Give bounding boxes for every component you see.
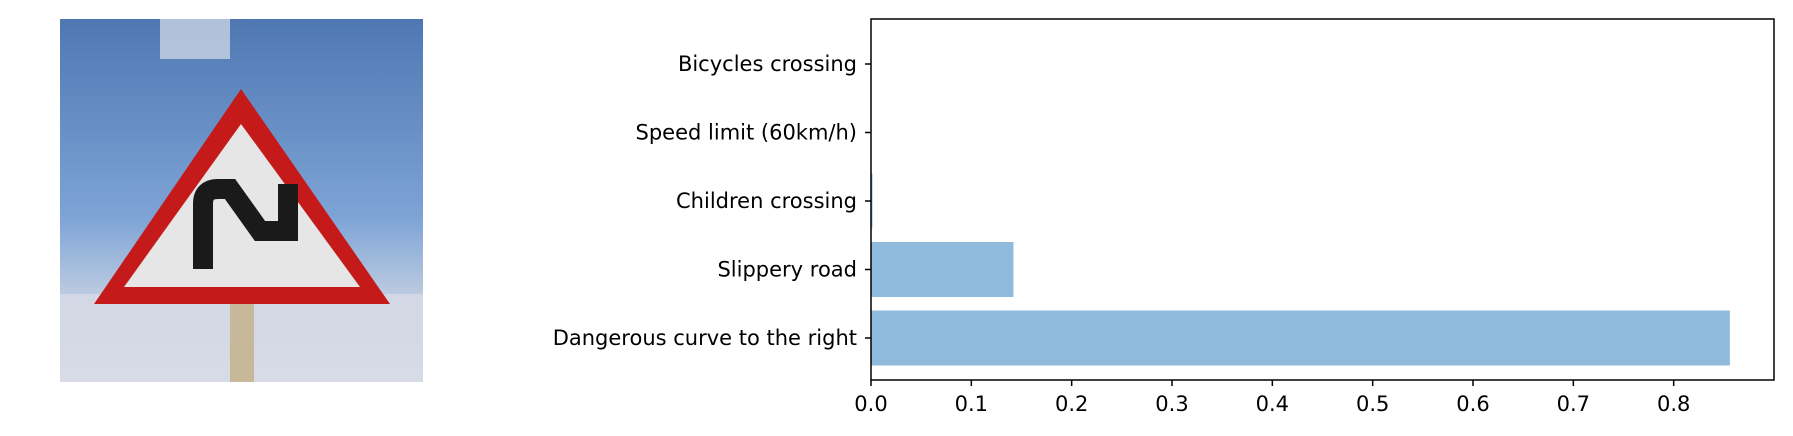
- bar-2: [871, 173, 873, 229]
- x-tick-label: 0.1: [955, 392, 988, 416]
- sign-post: [230, 294, 254, 382]
- x-tick-label: 0.4: [1256, 392, 1289, 416]
- x-tick-label: 0.8: [1657, 392, 1690, 416]
- bar-4: [871, 310, 1730, 366]
- y-tick-label: Slippery road: [717, 258, 857, 282]
- x-tick-label: 0.3: [1155, 392, 1188, 416]
- curve-symbol: [193, 179, 298, 269]
- x-tick-label: 0.2: [1055, 392, 1088, 416]
- x-tick-label: 0.0: [854, 392, 887, 416]
- x-tick-label: 0.7: [1557, 392, 1590, 416]
- y-tick-label: Dangerous curve to the right: [553, 326, 857, 350]
- bars-group: [871, 173, 1730, 366]
- x-axis-ticks: 0.0 0.1 0.2 0.3 0.4 0.5 0.6 0.7 0.8: [854, 380, 1690, 416]
- y-axis-ticks: Bicycles crossing Speed limit (60km/h) Chi…: [553, 52, 871, 350]
- bar-3: [871, 242, 1014, 297]
- y-tick-label: Bicycles crossing: [678, 52, 857, 76]
- y-tick-label: Children crossing: [676, 189, 857, 213]
- plot-frame: [870, 18, 1775, 381]
- traffic-sign-image: [60, 19, 423, 382]
- dangerous-curve-right-sign-icon: [60, 19, 423, 382]
- cloud: [160, 19, 230, 59]
- y-tick-label: Speed limit (60km/h): [636, 121, 857, 145]
- x-tick-label: 0.5: [1356, 392, 1389, 416]
- x-tick-label: 0.6: [1456, 392, 1489, 416]
